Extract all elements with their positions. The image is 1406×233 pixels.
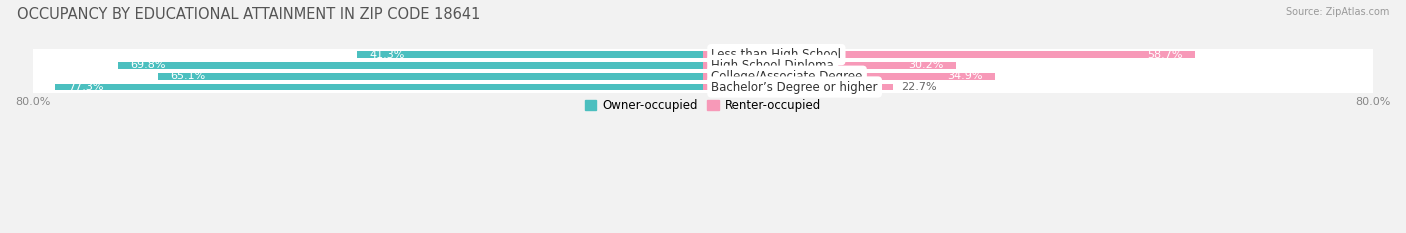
Bar: [703, 73, 995, 79]
Bar: [32, 71, 1374, 82]
Bar: [703, 62, 956, 69]
Text: High School Diploma: High School Diploma: [711, 59, 834, 72]
Text: College/Associate Degree: College/Associate Degree: [711, 70, 863, 83]
Text: 77.3%: 77.3%: [67, 82, 104, 92]
Text: 41.3%: 41.3%: [370, 50, 405, 60]
Bar: [703, 51, 1195, 58]
Bar: [32, 60, 1374, 71]
Bar: [357, 51, 703, 58]
Bar: [55, 84, 703, 90]
Text: OCCUPANCY BY EDUCATIONAL ATTAINMENT IN ZIP CODE 18641: OCCUPANCY BY EDUCATIONAL ATTAINMENT IN Z…: [17, 7, 481, 22]
Text: 58.7%: 58.7%: [1147, 50, 1182, 60]
Bar: [118, 62, 703, 69]
Bar: [703, 84, 893, 90]
Text: 65.1%: 65.1%: [170, 71, 205, 81]
Bar: [32, 81, 1374, 93]
Text: 30.2%: 30.2%: [908, 60, 943, 70]
Text: 34.9%: 34.9%: [948, 71, 983, 81]
Bar: [157, 73, 703, 79]
Text: 69.8%: 69.8%: [131, 60, 166, 70]
Text: Bachelor’s Degree or higher: Bachelor’s Degree or higher: [711, 81, 877, 93]
Text: Less than High School: Less than High School: [711, 48, 841, 61]
Bar: [32, 49, 1374, 60]
Legend: Owner-occupied, Renter-occupied: Owner-occupied, Renter-occupied: [579, 94, 827, 117]
Text: 22.7%: 22.7%: [901, 82, 938, 92]
Text: Source: ZipAtlas.com: Source: ZipAtlas.com: [1285, 7, 1389, 17]
